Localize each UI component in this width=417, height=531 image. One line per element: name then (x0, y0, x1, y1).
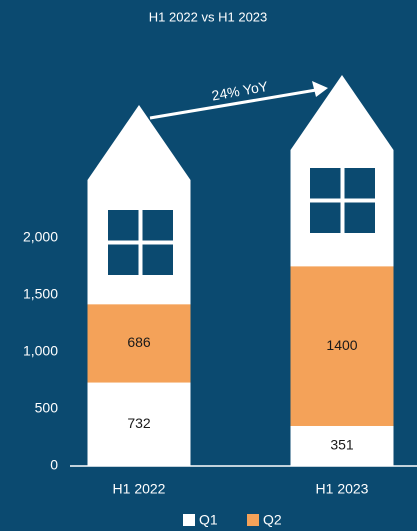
yoy-arrow (149, 87, 323, 120)
legend-label: Q1 (199, 512, 218, 528)
bar-segment (87, 304, 191, 383)
yoy-arrowhead (312, 81, 328, 97)
y-tick-label: 500 (35, 400, 59, 416)
x-tick-label: H1 2022 (113, 481, 166, 497)
bar-segment (87, 382, 191, 466)
bar-segment (290, 266, 394, 426)
data-label: 351 (330, 437, 354, 453)
y-tick-label: 1,000 (23, 343, 58, 359)
chart-title: H1 2022 vs H1 2023 (149, 9, 268, 24)
legend-label: Q2 (263, 512, 282, 528)
data-label: 686 (127, 334, 151, 350)
y-tick-label: 2,000 (23, 229, 58, 245)
legend-swatch (247, 514, 259, 526)
legend-swatch (183, 514, 195, 526)
data-label: 732 (127, 415, 151, 431)
bar-segment (290, 425, 394, 466)
x-tick-label: H1 2023 (316, 481, 369, 497)
y-tick-label: 1,500 (23, 286, 58, 302)
data-label: 1400 (326, 337, 357, 353)
y-tick-label: 0 (50, 457, 58, 473)
